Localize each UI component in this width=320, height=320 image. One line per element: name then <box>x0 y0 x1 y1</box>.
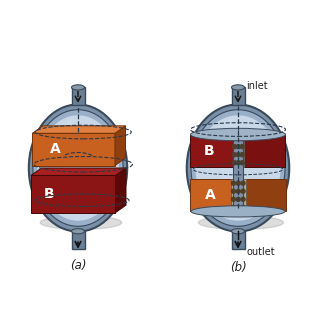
Text: outlet: outlet <box>246 247 275 257</box>
Bar <box>233 134 244 167</box>
Polygon shape <box>115 126 125 165</box>
Text: B: B <box>44 187 55 201</box>
Circle shape <box>240 161 244 165</box>
Circle shape <box>241 197 245 201</box>
Ellipse shape <box>231 229 244 234</box>
Circle shape <box>231 197 236 201</box>
Circle shape <box>240 137 244 140</box>
Ellipse shape <box>61 118 80 205</box>
Bar <box>32 133 115 165</box>
Circle shape <box>241 205 245 209</box>
Bar <box>245 179 285 212</box>
Circle shape <box>240 153 244 157</box>
Bar <box>71 87 84 105</box>
Polygon shape <box>116 168 126 213</box>
Ellipse shape <box>191 110 285 226</box>
Bar <box>190 134 233 167</box>
Circle shape <box>231 181 236 185</box>
Circle shape <box>236 153 240 157</box>
Circle shape <box>236 197 240 201</box>
Circle shape <box>236 161 240 165</box>
Circle shape <box>236 137 240 140</box>
Bar <box>231 231 244 249</box>
Ellipse shape <box>231 85 244 90</box>
Ellipse shape <box>190 128 285 141</box>
Ellipse shape <box>220 118 241 205</box>
Text: inlet: inlet <box>246 81 268 91</box>
Circle shape <box>232 153 236 157</box>
Text: (a): (a) <box>70 260 86 272</box>
Bar <box>190 179 231 212</box>
Text: (b): (b) <box>230 261 246 274</box>
Bar <box>71 231 84 249</box>
Ellipse shape <box>196 115 281 221</box>
Circle shape <box>240 145 244 148</box>
Circle shape <box>232 137 236 140</box>
Circle shape <box>231 189 236 193</box>
Ellipse shape <box>198 216 284 229</box>
Ellipse shape <box>71 229 84 234</box>
Bar <box>231 87 244 105</box>
Bar <box>233 129 243 208</box>
Polygon shape <box>31 168 126 175</box>
Circle shape <box>236 189 240 193</box>
Circle shape <box>232 161 236 165</box>
Text: A: A <box>205 188 216 202</box>
Text: B: B <box>204 144 214 158</box>
Text: A: A <box>50 142 61 156</box>
Bar <box>244 134 285 167</box>
Circle shape <box>236 205 240 209</box>
Circle shape <box>236 145 240 148</box>
Ellipse shape <box>29 104 127 232</box>
Ellipse shape <box>71 85 84 90</box>
Ellipse shape <box>40 216 122 229</box>
Ellipse shape <box>191 206 285 217</box>
Bar <box>31 175 116 213</box>
Polygon shape <box>32 126 125 133</box>
Circle shape <box>241 181 245 185</box>
Circle shape <box>241 189 245 193</box>
Circle shape <box>236 181 240 185</box>
Ellipse shape <box>37 115 119 221</box>
Ellipse shape <box>187 104 289 232</box>
Circle shape <box>231 205 236 209</box>
Circle shape <box>232 145 236 148</box>
Bar <box>231 179 245 212</box>
Ellipse shape <box>33 110 123 226</box>
